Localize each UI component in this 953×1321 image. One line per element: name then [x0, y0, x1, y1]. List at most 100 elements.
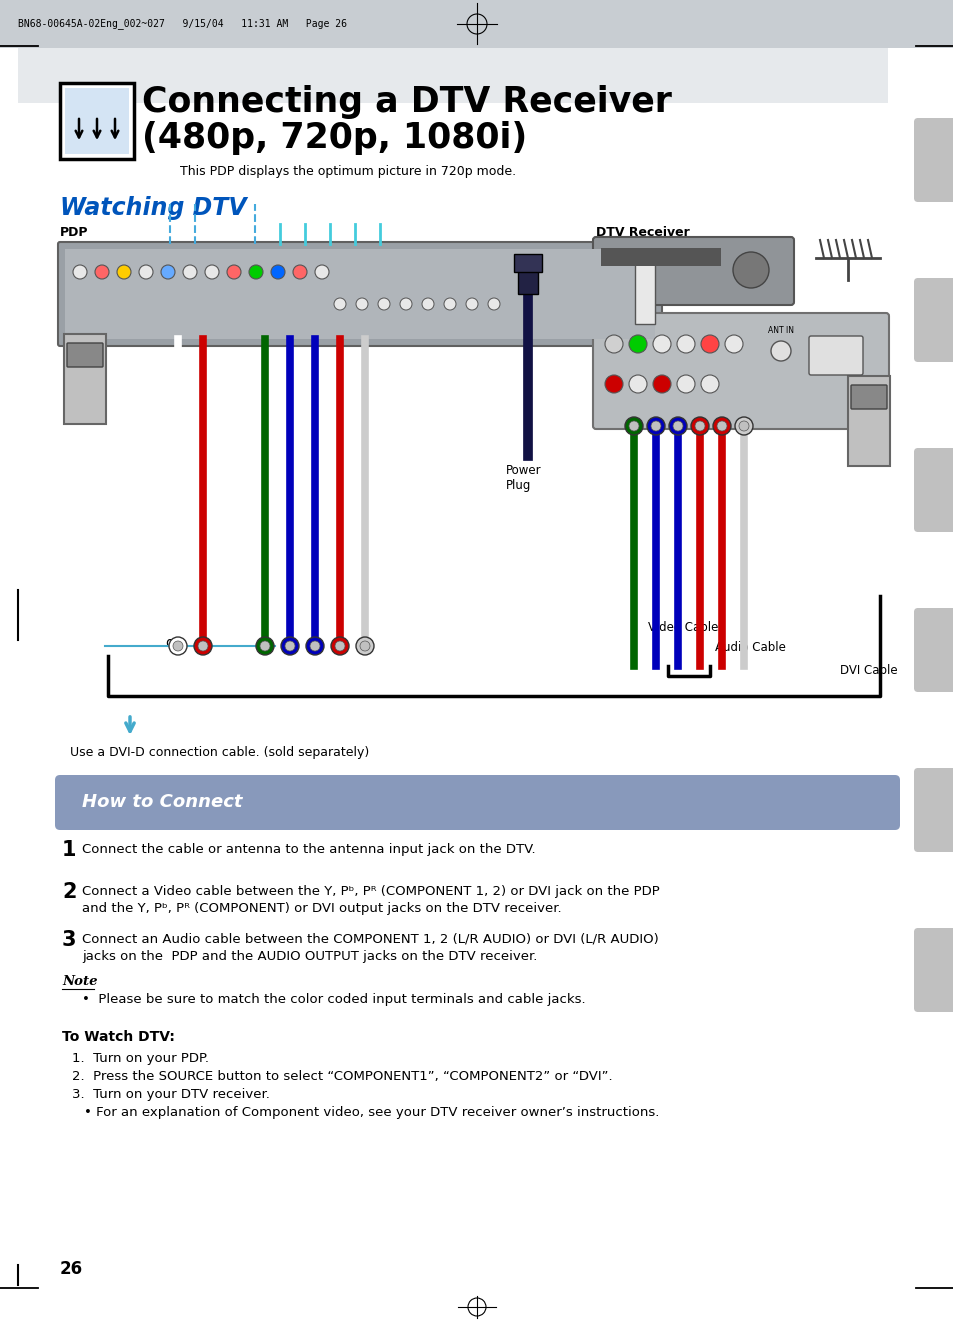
Text: (480p, 720p, 1080i): (480p, 720p, 1080i) — [142, 122, 527, 155]
Text: jacks on the  PDP and the AUDIO OUTPUT jacks on the DTV receiver.: jacks on the PDP and the AUDIO OUTPUT ja… — [82, 950, 537, 963]
Circle shape — [770, 341, 790, 361]
Circle shape — [281, 637, 298, 655]
Text: Connect a Video cable between the Y, Pᵇ, Pᴿ (COMPONENT 1, 2) or DVI jack on the : Connect a Video cable between the Y, Pᵇ,… — [82, 885, 659, 898]
Text: • For an explanation of Component video, see your DTV receiver owner’s instructi: • For an explanation of Component video,… — [84, 1106, 659, 1119]
FancyBboxPatch shape — [55, 775, 899, 830]
Circle shape — [677, 375, 695, 394]
Text: Watching DTV: Watching DTV — [60, 196, 247, 221]
Text: BN68-00645A-02Eng_002~027   9/15/04   11:31 AM   Page 26: BN68-00645A-02Eng_002~027 9/15/04 11:31 … — [18, 18, 347, 29]
Circle shape — [646, 417, 664, 435]
FancyBboxPatch shape — [913, 768, 953, 852]
Circle shape — [193, 637, 212, 655]
Circle shape — [652, 336, 670, 353]
Circle shape — [310, 641, 319, 651]
Text: 1: 1 — [62, 840, 76, 860]
Circle shape — [205, 266, 219, 279]
Circle shape — [628, 375, 646, 394]
Circle shape — [712, 417, 730, 435]
Circle shape — [690, 417, 708, 435]
Circle shape — [355, 637, 374, 655]
Circle shape — [668, 417, 686, 435]
FancyBboxPatch shape — [913, 448, 953, 532]
FancyBboxPatch shape — [67, 343, 103, 367]
Text: DVI Cable: DVI Cable — [840, 664, 897, 676]
Circle shape — [465, 299, 477, 310]
Text: and the Y, Pᵇ, Pᴿ (COMPONENT) or DVI output jacks on the DTV receiver.: and the Y, Pᵇ, Pᴿ (COMPONENT) or DVI out… — [82, 902, 561, 915]
Circle shape — [700, 336, 719, 353]
Circle shape — [249, 266, 263, 279]
FancyBboxPatch shape — [58, 242, 661, 346]
Circle shape — [255, 637, 274, 655]
Text: Power
Plug: Power Plug — [505, 464, 541, 491]
Text: ANT IN: ANT IN — [767, 326, 793, 336]
Text: or: or — [165, 635, 179, 650]
Circle shape — [717, 421, 726, 431]
Text: Connecting a DTV Receiver: Connecting a DTV Receiver — [142, 85, 671, 119]
Circle shape — [488, 299, 499, 310]
Circle shape — [672, 421, 682, 431]
Circle shape — [293, 266, 307, 279]
Circle shape — [739, 421, 748, 431]
FancyBboxPatch shape — [850, 384, 886, 410]
Bar — [635, 264, 655, 324]
Circle shape — [73, 266, 87, 279]
FancyBboxPatch shape — [913, 608, 953, 692]
Circle shape — [377, 299, 390, 310]
Text: Audio Cable: Audio Cable — [714, 641, 785, 654]
Text: •  Please be sure to match the color coded input terminals and cable jacks.: • Please be sure to match the color code… — [82, 993, 585, 1007]
Circle shape — [306, 637, 324, 655]
Text: 3: 3 — [62, 930, 76, 950]
FancyBboxPatch shape — [913, 277, 953, 362]
Circle shape — [650, 421, 660, 431]
Text: Connect an Audio cable between the COMPONENT 1, 2 (L/R AUDIO) or DVI (L/R AUDIO): Connect an Audio cable between the COMPO… — [82, 933, 659, 946]
Circle shape — [695, 421, 704, 431]
FancyBboxPatch shape — [593, 313, 888, 429]
Bar — [517, 264, 537, 295]
Circle shape — [169, 637, 187, 655]
Circle shape — [624, 417, 642, 435]
Circle shape — [172, 641, 183, 651]
Circle shape — [652, 375, 670, 394]
Circle shape — [285, 641, 294, 651]
Text: DTV Receiver: DTV Receiver — [596, 226, 689, 239]
Circle shape — [161, 266, 174, 279]
Text: Connect the cable or antenna to the antenna input jack on the DTV.: Connect the cable or antenna to the ante… — [82, 843, 535, 856]
Circle shape — [260, 641, 270, 651]
Text: 3.  Turn on your DTV receiver.: 3. Turn on your DTV receiver. — [71, 1089, 270, 1100]
Text: PDP: PDP — [60, 226, 89, 239]
Bar — [65, 89, 129, 155]
Circle shape — [604, 375, 622, 394]
Bar — [18, 48, 887, 103]
Text: To Watch DTV:: To Watch DTV: — [62, 1030, 174, 1044]
Circle shape — [359, 641, 370, 651]
Text: Use a DVI-D connection cable. (sold separately): Use a DVI-D connection cable. (sold sepa… — [70, 746, 369, 760]
Bar — [847, 376, 889, 466]
FancyBboxPatch shape — [913, 927, 953, 1012]
Circle shape — [314, 266, 329, 279]
Bar — [64, 334, 106, 424]
Text: Note: Note — [62, 975, 97, 988]
Text: This PDP displays the optimum picture in 720p mode.: This PDP displays the optimum picture in… — [180, 165, 516, 178]
Circle shape — [335, 641, 345, 651]
Circle shape — [732, 252, 768, 288]
FancyBboxPatch shape — [808, 336, 862, 375]
Circle shape — [355, 299, 368, 310]
Circle shape — [700, 375, 719, 394]
Bar — [60, 83, 133, 159]
Circle shape — [628, 421, 639, 431]
Circle shape — [183, 266, 196, 279]
Circle shape — [421, 299, 434, 310]
Circle shape — [198, 641, 208, 651]
Bar — [65, 248, 655, 339]
Circle shape — [443, 299, 456, 310]
Bar — [600, 248, 720, 266]
Circle shape — [604, 336, 622, 353]
FancyBboxPatch shape — [593, 236, 793, 305]
Circle shape — [331, 637, 349, 655]
Circle shape — [95, 266, 109, 279]
Text: 1.  Turn on your PDP.: 1. Turn on your PDP. — [71, 1052, 209, 1065]
Text: How to Connect: How to Connect — [82, 793, 242, 811]
Circle shape — [227, 266, 241, 279]
Text: 2: 2 — [62, 882, 76, 902]
Circle shape — [139, 266, 152, 279]
